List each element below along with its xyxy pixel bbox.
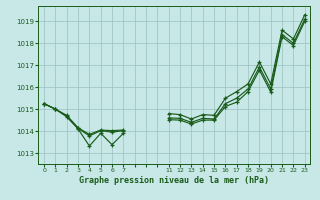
X-axis label: Graphe pression niveau de la mer (hPa): Graphe pression niveau de la mer (hPa) [79,176,269,185]
